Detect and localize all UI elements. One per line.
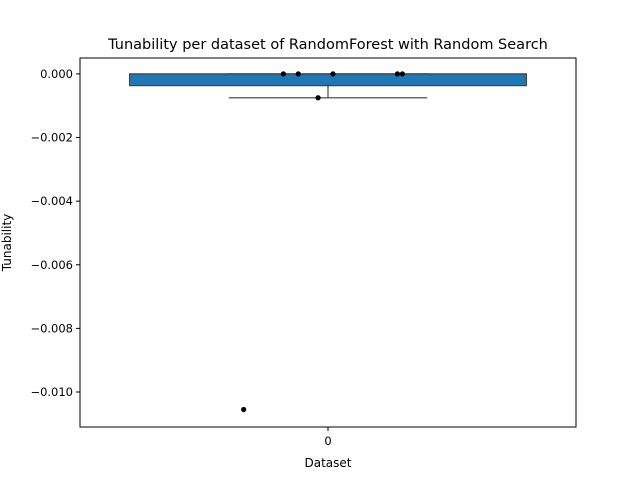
data-point [399,71,405,77]
y-axis-label: Tunability [0,214,14,273]
data-point [280,71,286,77]
y-tick-label: −0.008 [30,321,73,335]
y-tick-label: −0.002 [30,131,73,145]
y-axis: 0.000 −0.002 −0.004 −0.006 −0.008 −0.010 [30,67,80,399]
data-point [394,71,401,77]
y-tick-label: −0.010 [30,385,73,399]
data-point [241,406,247,413]
y-tick-label: −0.006 [30,258,73,272]
plot-area [129,71,527,413]
box [129,73,527,87]
x-axis: 0 [324,427,332,448]
x-axis-label: Dataset [305,456,352,470]
x-tick-label: 0 [324,434,331,448]
data-point [295,71,301,77]
y-tick-label: 0.000 [40,67,73,81]
data-point [330,71,336,77]
y-tick-label: −0.004 [30,194,73,208]
data-point [315,95,321,101]
chart-title: Tunability per dataset of RandomForest w… [107,37,548,53]
